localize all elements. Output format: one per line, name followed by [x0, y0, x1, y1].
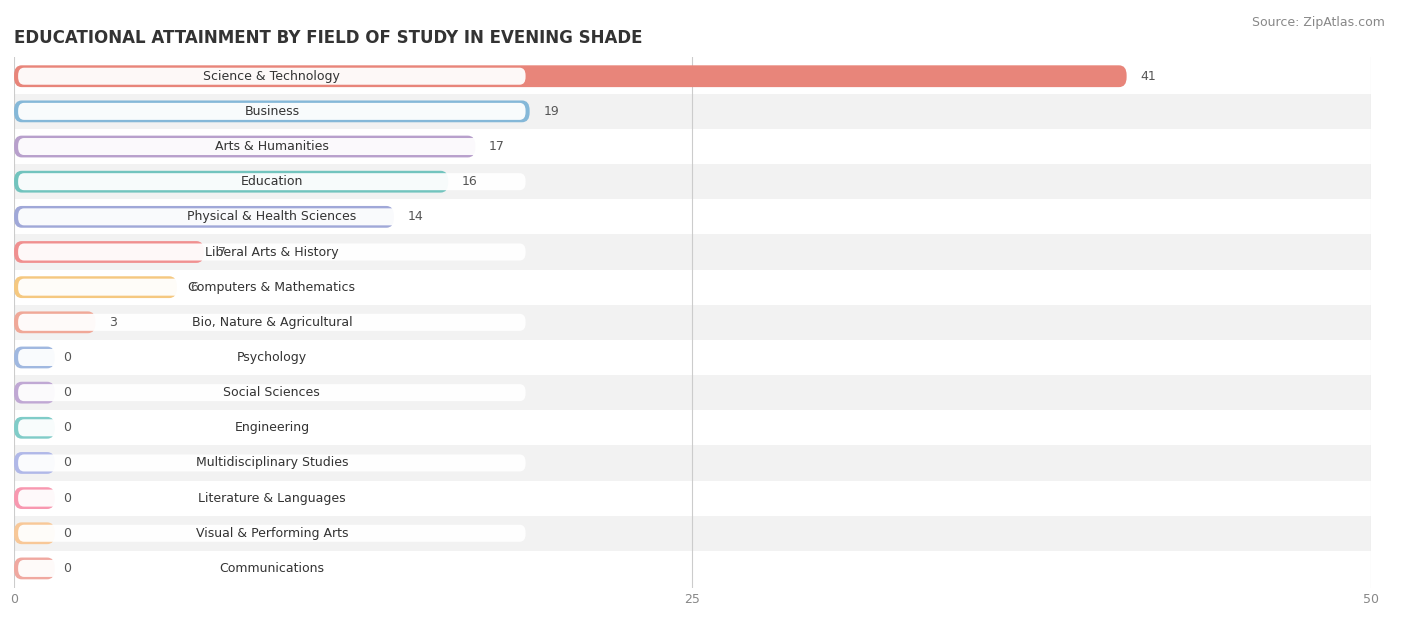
Text: EDUCATIONAL ATTAINMENT BY FIELD OF STUDY IN EVENING SHADE: EDUCATIONAL ATTAINMENT BY FIELD OF STUDY… — [14, 29, 643, 47]
Bar — [0, 340, 1406, 375]
Text: 0: 0 — [63, 562, 70, 575]
Bar — [0, 129, 1406, 164]
Bar — [0, 516, 1406, 551]
Text: Computers & Mathematics: Computers & Mathematics — [188, 281, 356, 294]
FancyBboxPatch shape — [18, 173, 526, 190]
Bar — [0, 270, 1406, 305]
FancyBboxPatch shape — [14, 382, 55, 404]
FancyBboxPatch shape — [14, 557, 55, 580]
Text: 0: 0 — [63, 351, 70, 364]
FancyBboxPatch shape — [14, 136, 475, 157]
FancyBboxPatch shape — [18, 384, 526, 401]
FancyBboxPatch shape — [14, 276, 177, 298]
Text: 0: 0 — [63, 456, 70, 470]
FancyBboxPatch shape — [18, 279, 526, 296]
FancyBboxPatch shape — [14, 346, 55, 368]
Text: 19: 19 — [543, 105, 560, 118]
FancyBboxPatch shape — [14, 171, 449, 193]
Bar — [0, 410, 1406, 446]
Text: Liberal Arts & History: Liberal Arts & History — [205, 245, 339, 258]
Text: Bio, Nature & Agricultural: Bio, Nature & Agricultural — [191, 316, 352, 329]
Text: 6: 6 — [190, 281, 198, 294]
Text: Social Sciences: Social Sciences — [224, 386, 321, 399]
FancyBboxPatch shape — [14, 100, 530, 122]
Text: Science & Technology: Science & Technology — [204, 70, 340, 83]
Text: 7: 7 — [218, 245, 225, 258]
Text: 0: 0 — [63, 386, 70, 399]
Text: 3: 3 — [110, 316, 117, 329]
FancyBboxPatch shape — [14, 241, 204, 263]
Text: Source: ZipAtlas.com: Source: ZipAtlas.com — [1251, 16, 1385, 29]
Bar — [0, 446, 1406, 480]
Bar — [0, 164, 1406, 199]
Text: Physical & Health Sciences: Physical & Health Sciences — [187, 210, 357, 223]
Text: Literature & Languages: Literature & Languages — [198, 492, 346, 504]
FancyBboxPatch shape — [14, 417, 55, 439]
Text: Multidisciplinary Studies: Multidisciplinary Studies — [195, 456, 349, 470]
Text: 0: 0 — [63, 526, 70, 540]
Text: 0: 0 — [63, 422, 70, 434]
Bar — [0, 94, 1406, 129]
FancyBboxPatch shape — [14, 65, 1126, 87]
Text: Visual & Performing Arts: Visual & Performing Arts — [195, 526, 349, 540]
FancyBboxPatch shape — [18, 454, 526, 471]
Text: Education: Education — [240, 175, 304, 188]
Bar — [0, 480, 1406, 516]
Text: 41: 41 — [1140, 70, 1156, 83]
Text: Business: Business — [245, 105, 299, 118]
FancyBboxPatch shape — [18, 525, 526, 542]
FancyBboxPatch shape — [18, 243, 526, 260]
Bar — [0, 551, 1406, 586]
FancyBboxPatch shape — [18, 349, 526, 366]
FancyBboxPatch shape — [18, 209, 526, 226]
FancyBboxPatch shape — [18, 68, 526, 85]
FancyBboxPatch shape — [14, 206, 394, 228]
Text: Engineering: Engineering — [235, 422, 309, 434]
Text: 0: 0 — [63, 492, 70, 504]
FancyBboxPatch shape — [18, 490, 526, 507]
Bar — [0, 199, 1406, 234]
Bar — [0, 305, 1406, 340]
FancyBboxPatch shape — [18, 314, 526, 331]
FancyBboxPatch shape — [14, 523, 55, 544]
Bar — [0, 375, 1406, 410]
FancyBboxPatch shape — [18, 138, 526, 155]
FancyBboxPatch shape — [18, 419, 526, 436]
Text: 14: 14 — [408, 210, 423, 223]
Text: 16: 16 — [461, 175, 478, 188]
FancyBboxPatch shape — [18, 560, 526, 577]
Bar — [0, 234, 1406, 270]
Text: Arts & Humanities: Arts & Humanities — [215, 140, 329, 153]
FancyBboxPatch shape — [14, 487, 55, 509]
Text: Communications: Communications — [219, 562, 325, 575]
FancyBboxPatch shape — [14, 312, 96, 333]
Bar — [0, 59, 1406, 94]
Text: Psychology: Psychology — [236, 351, 307, 364]
FancyBboxPatch shape — [14, 452, 55, 474]
Text: 17: 17 — [489, 140, 505, 153]
FancyBboxPatch shape — [18, 103, 526, 120]
